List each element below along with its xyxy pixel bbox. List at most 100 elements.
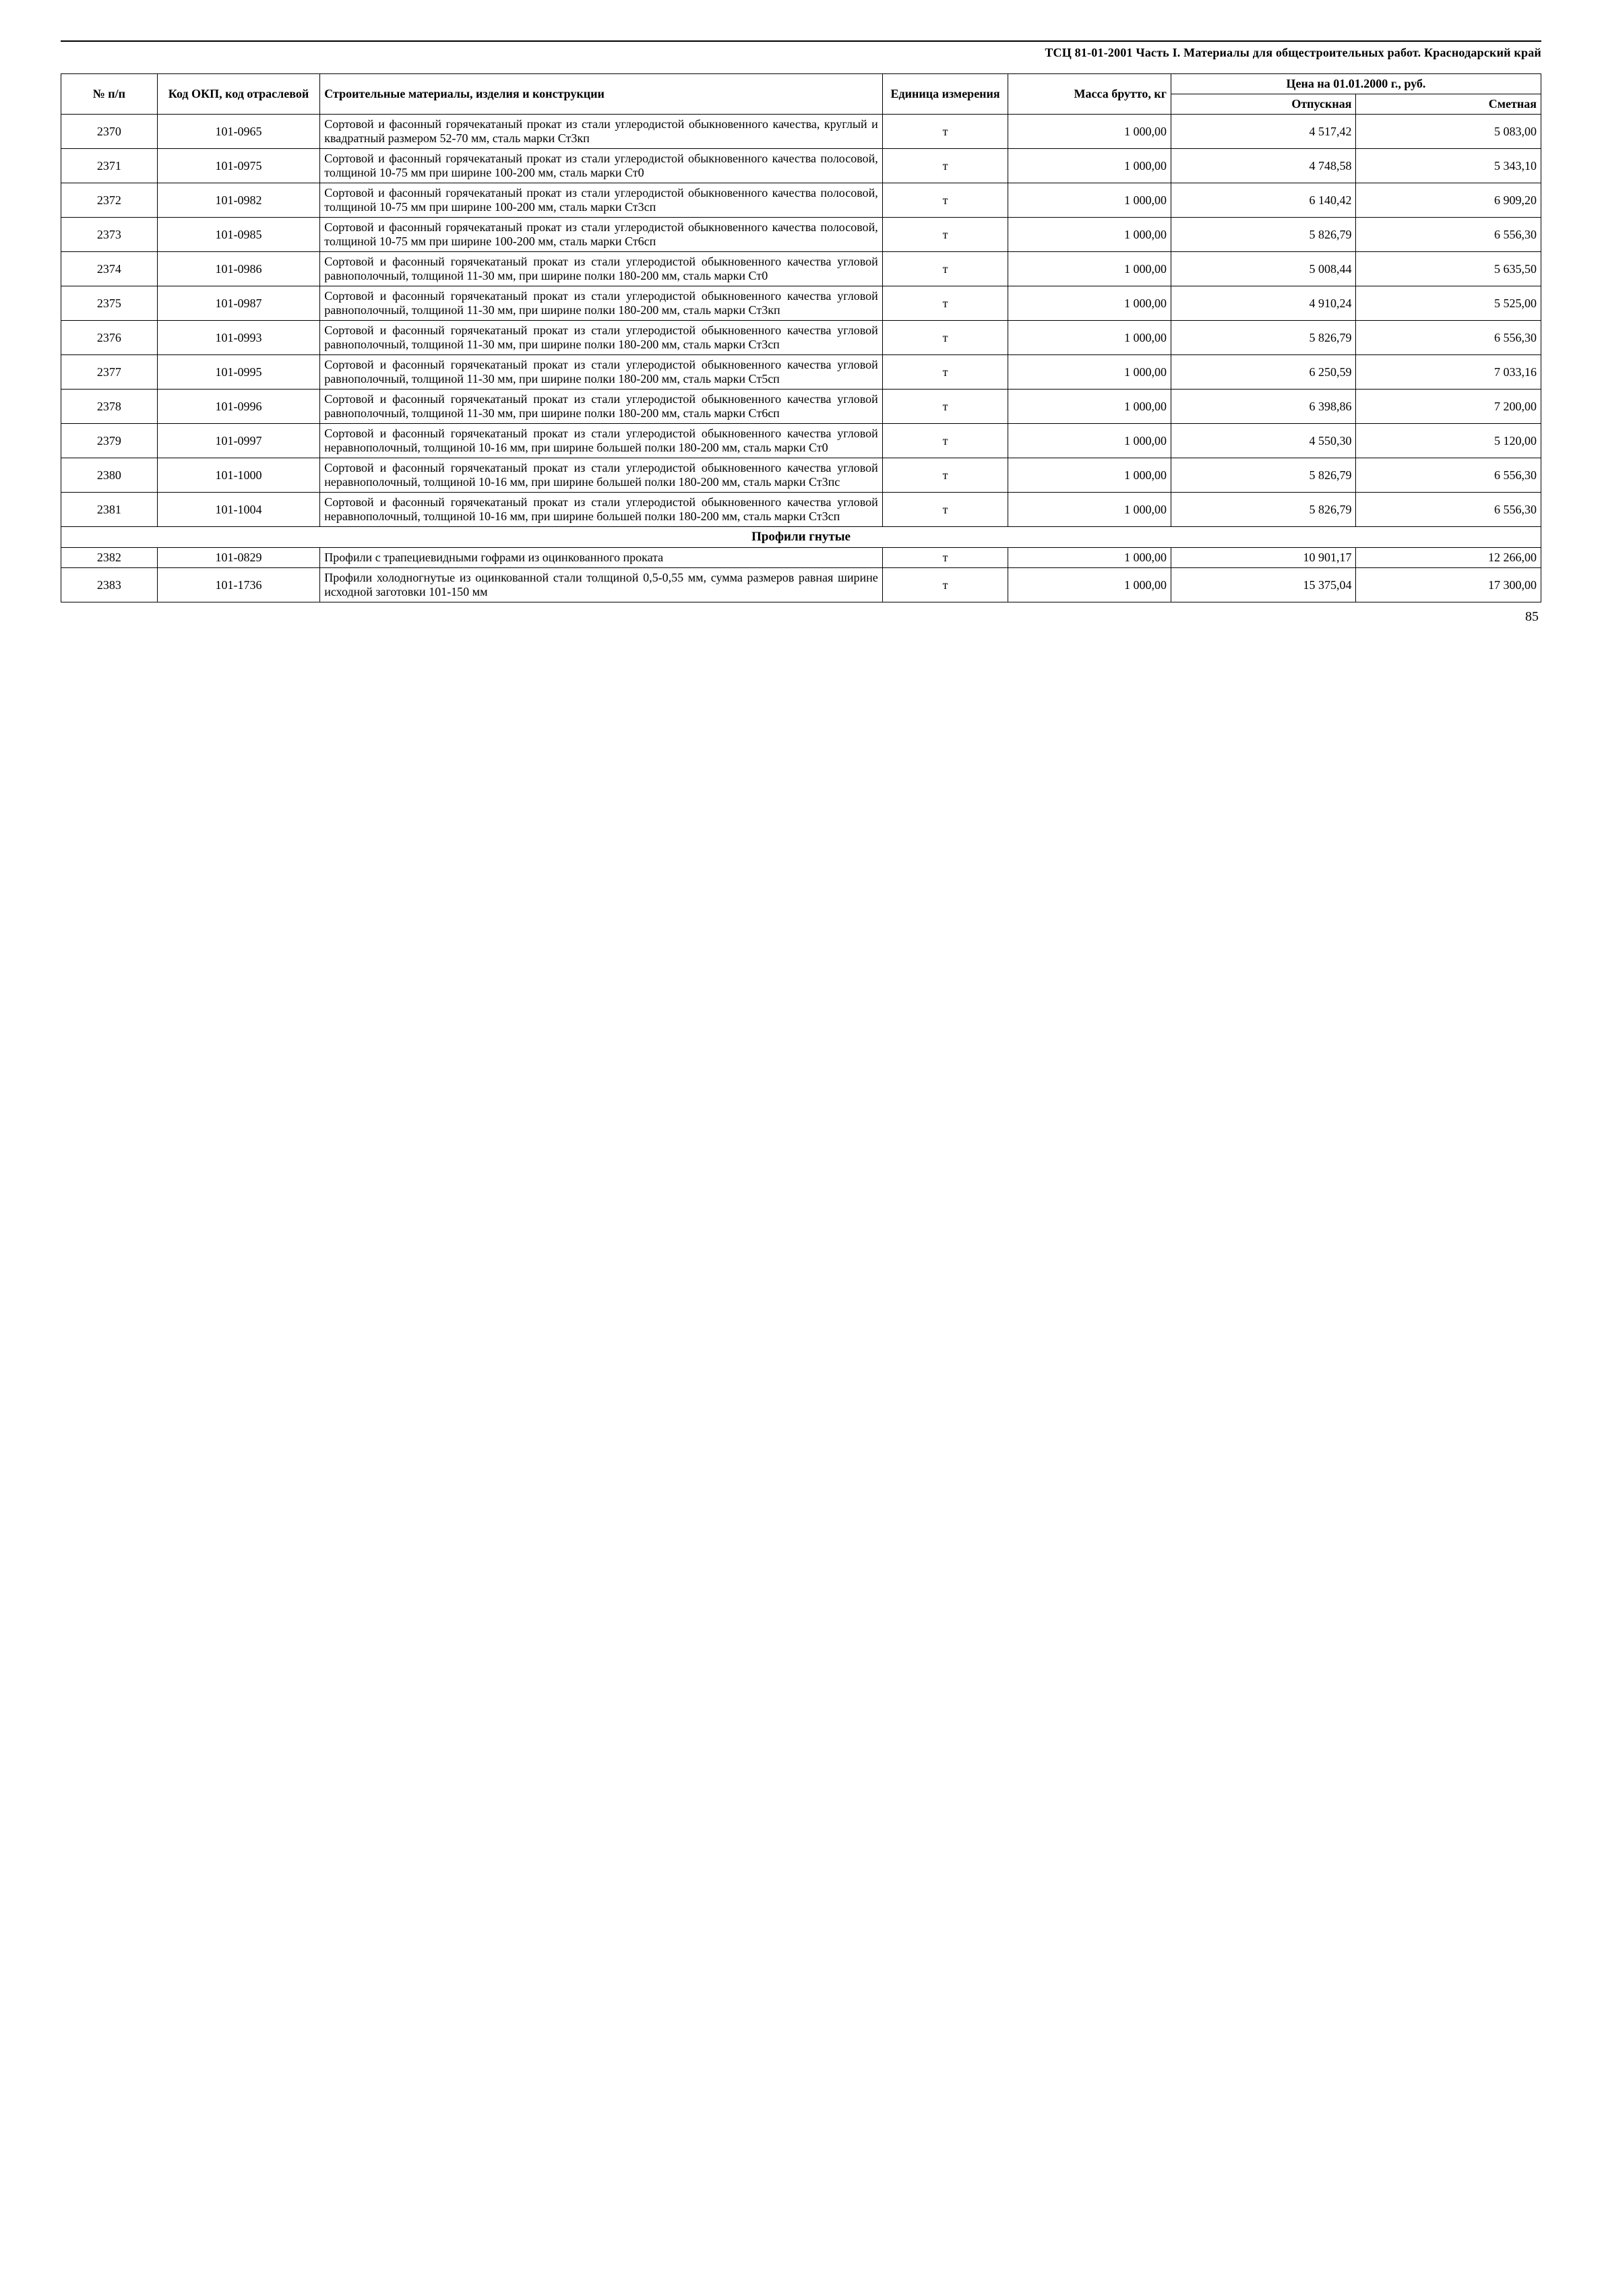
cell-code: 101-0993 (157, 321, 320, 355)
cell-price-release: 4 910,24 (1171, 286, 1356, 321)
cell-price-estimate: 5 120,00 (1356, 424, 1541, 458)
cell-desc: Профили холодногнутые из оцинкованной ст… (320, 568, 882, 602)
table-row: 2374101-0986Сортовой и фасонный горячека… (61, 252, 1541, 286)
cell-mass: 1 000,00 (1008, 424, 1171, 458)
cell-n: 2371 (61, 149, 158, 183)
cell-n: 2379 (61, 424, 158, 458)
cell-code: 101-1004 (157, 493, 320, 527)
cell-mass: 1 000,00 (1008, 321, 1171, 355)
cell-mass: 1 000,00 (1008, 218, 1171, 252)
cell-n: 2383 (61, 568, 158, 602)
col-price-release-header: Отпускная (1171, 94, 1356, 115)
cell-desc: Сортовой и фасонный горячекатаный прокат… (320, 493, 882, 527)
cell-price-estimate: 7 200,00 (1356, 390, 1541, 424)
cell-unit: т (882, 458, 1008, 493)
cell-unit: т (882, 321, 1008, 355)
materials-table: № п/п Код ОКП, код отраслевой Строительн… (61, 73, 1541, 602)
cell-mass: 1 000,00 (1008, 568, 1171, 602)
cell-price-release: 10 901,17 (1171, 548, 1356, 568)
cell-price-estimate: 5 525,00 (1356, 286, 1541, 321)
cell-price-release: 4 517,42 (1171, 115, 1356, 149)
table-row: 2378101-0996Сортовой и фасонный горячека… (61, 390, 1541, 424)
table-row: 2380101-1000Сортовой и фасонный горячека… (61, 458, 1541, 493)
cell-price-release: 5 008,44 (1171, 252, 1356, 286)
cell-code: 101-0965 (157, 115, 320, 149)
cell-n: 2373 (61, 218, 158, 252)
cell-n: 2372 (61, 183, 158, 218)
cell-unit: т (882, 355, 1008, 390)
cell-price-estimate: 5 343,10 (1356, 149, 1541, 183)
cell-code: 101-0829 (157, 548, 320, 568)
cell-n: 2377 (61, 355, 158, 390)
cell-unit: т (882, 390, 1008, 424)
cell-price-release: 5 826,79 (1171, 493, 1356, 527)
cell-code: 101-0985 (157, 218, 320, 252)
cell-price-estimate: 6 909,20 (1356, 183, 1541, 218)
table-row: 2381101-1004Сортовой и фасонный горячека… (61, 493, 1541, 527)
cell-desc: Сортовой и фасонный горячекатаный прокат… (320, 321, 882, 355)
cell-price-release: 6 250,59 (1171, 355, 1356, 390)
cell-price-release: 4 550,30 (1171, 424, 1356, 458)
section-row: Профили гнутые (61, 527, 1541, 548)
cell-mass: 1 000,00 (1008, 286, 1171, 321)
cell-price-estimate: 5 083,00 (1356, 115, 1541, 149)
col-n-header: № п/п (61, 74, 158, 115)
cell-desc: Сортовой и фасонный горячекатаный прокат… (320, 149, 882, 183)
table-row: 2379101-0997Сортовой и фасонный горячека… (61, 424, 1541, 458)
table-row: 2383101-1736Профили холодногнутые из оци… (61, 568, 1541, 602)
cell-unit: т (882, 115, 1008, 149)
cell-unit: т (882, 252, 1008, 286)
cell-desc: Профили с трапециевидными гофрами из оци… (320, 548, 882, 568)
cell-price-release: 6 140,42 (1171, 183, 1356, 218)
cell-price-estimate: 6 556,30 (1356, 493, 1541, 527)
cell-desc: Сортовой и фасонный горячекатаный прокат… (320, 115, 882, 149)
table-row: 2376101-0993Сортовой и фасонный горячека… (61, 321, 1541, 355)
table-row: 2375101-0987Сортовой и фасонный горячека… (61, 286, 1541, 321)
cell-mass: 1 000,00 (1008, 458, 1171, 493)
cell-mass: 1 000,00 (1008, 548, 1171, 568)
cell-price-estimate: 7 033,16 (1356, 355, 1541, 390)
table-row: 2371101-0975Сортовой и фасонный горячека… (61, 149, 1541, 183)
cell-mass: 1 000,00 (1008, 493, 1171, 527)
document-title: ТСЦ 81-01-2001 Часть I. Материалы для об… (61, 46, 1541, 60)
cell-unit: т (882, 493, 1008, 527)
cell-unit: т (882, 183, 1008, 218)
cell-unit: т (882, 149, 1008, 183)
cell-n: 2378 (61, 390, 158, 424)
cell-unit: т (882, 548, 1008, 568)
cell-desc: Сортовой и фасонный горячекатаный прокат… (320, 390, 882, 424)
col-mass-header: Масса брутто, кг (1008, 74, 1171, 115)
col-unit-header: Единица измерения (882, 74, 1008, 115)
page-number: 85 (61, 609, 1541, 625)
cell-code: 101-0987 (157, 286, 320, 321)
cell-n: 2375 (61, 286, 158, 321)
cell-mass: 1 000,00 (1008, 183, 1171, 218)
cell-desc: Сортовой и фасонный горячекатаный прокат… (320, 218, 882, 252)
table-row: 2372101-0982Сортовой и фасонный горячека… (61, 183, 1541, 218)
cell-desc: Сортовой и фасонный горячекатаный прокат… (320, 183, 882, 218)
cell-price-release: 4 748,58 (1171, 149, 1356, 183)
cell-price-estimate: 6 556,30 (1356, 458, 1541, 493)
cell-n: 2382 (61, 548, 158, 568)
cell-price-estimate: 17 300,00 (1356, 568, 1541, 602)
cell-price-release: 15 375,04 (1171, 568, 1356, 602)
cell-price-estimate: 6 556,30 (1356, 321, 1541, 355)
cell-unit: т (882, 568, 1008, 602)
cell-mass: 1 000,00 (1008, 355, 1171, 390)
cell-price-release: 6 398,86 (1171, 390, 1356, 424)
cell-mass: 1 000,00 (1008, 115, 1171, 149)
cell-n: 2376 (61, 321, 158, 355)
cell-price-release: 5 826,79 (1171, 458, 1356, 493)
cell-code: 101-0997 (157, 424, 320, 458)
cell-code: 101-0996 (157, 390, 320, 424)
cell-unit: т (882, 218, 1008, 252)
section-title: Профили гнутые (61, 527, 1541, 548)
col-code-header: Код ОКП, код отраслевой (157, 74, 320, 115)
cell-price-estimate: 6 556,30 (1356, 218, 1541, 252)
header-rule (61, 40, 1541, 42)
cell-price-release: 5 826,79 (1171, 218, 1356, 252)
cell-price-estimate: 5 635,50 (1356, 252, 1541, 286)
cell-n: 2374 (61, 252, 158, 286)
table-row: 2382101-0829Профили с трапециевидными го… (61, 548, 1541, 568)
cell-code: 101-0975 (157, 149, 320, 183)
